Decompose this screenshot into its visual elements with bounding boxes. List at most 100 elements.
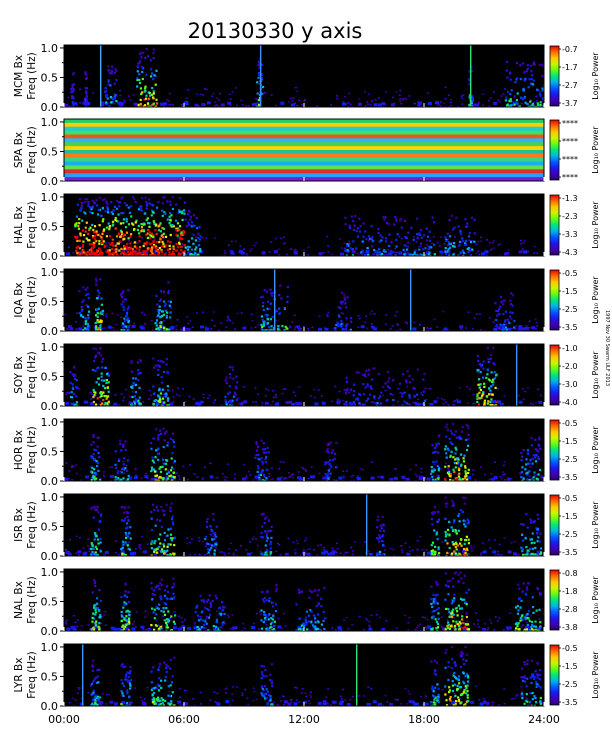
noise-pixel [525,621,528,624]
spectral-pixel [228,385,231,388]
spectral-pixel [167,543,170,546]
spectral-pixel [262,323,266,326]
spectral-pixel [367,397,370,400]
noise-pixel [493,247,495,249]
spectral-pixel [518,105,521,107]
spectral-pixel [494,329,497,331]
spectral-pixel [169,224,172,227]
spectral-pixel [86,325,89,329]
noise-pixel [263,612,265,615]
spectral-pixel [168,328,171,331]
spectral-pixel [118,458,121,461]
noise-pixel [528,628,531,630]
spectral-pixel [541,88,544,91]
spectral-pixel [110,72,113,75]
noise-pixel [216,97,219,99]
spectral-pixel [495,373,498,376]
spectral-pixel [140,209,143,212]
spectral-pixel [71,96,75,99]
noise-pixel [91,478,94,481]
spectral-pixel [212,544,215,547]
spectral-pixel [522,87,525,90]
spectral-pixel [77,254,80,256]
baseline-pixel [373,327,377,331]
noise-pixel [221,624,224,626]
spectral-pixel [395,218,398,221]
noise-pixel [375,614,378,616]
spectral-pixel [356,397,359,400]
noise-pixel [432,236,435,238]
spectral-pixel [138,404,141,406]
noise-pixel [342,312,345,315]
baseline-pixel [433,400,438,404]
spectral-pixel [75,215,78,218]
spectral-pixel [126,522,129,525]
spectral-pixel [268,554,271,556]
spectral-pixel [91,476,94,479]
spectral-pixel [98,383,101,386]
spectral-pixel [450,432,454,435]
spectral-pixel [141,196,144,200]
spectral-pixel [536,104,540,107]
spectral-pixel [525,463,528,466]
spectral-pixel [90,547,93,551]
spectral-pixel [88,239,91,242]
spectral-pixel [148,237,151,240]
spectral-pixel [487,400,490,403]
noise-pixel [400,237,403,240]
spectral-pixel [116,472,119,475]
spectral-pixel [150,248,153,251]
spectral-pixel [437,451,440,454]
spectral-pixel [119,229,122,232]
noise-pixel [493,91,495,93]
spectral-pixel [115,79,118,82]
spectral-pixel [452,502,455,505]
spectral-pixel [338,315,341,319]
noise-pixel [322,546,325,549]
noise-pixel [488,619,491,621]
noise-pixel [100,323,103,325]
spectral-pixel [138,246,141,249]
noise-pixel [223,479,226,481]
spectral-pixel [166,545,169,548]
y-tick-label: 0.5 [41,445,59,458]
noise-pixel [200,93,203,95]
spectral-pixel [124,467,127,470]
spectral-pixel [95,199,98,202]
spectral-pixel [265,314,269,317]
noise-pixel [498,617,501,619]
spectral-pixel [467,235,471,238]
spectral-pixel [437,519,440,522]
noise-pixel [237,397,239,400]
baseline-pixel [89,402,94,406]
spectral-pixel [340,322,343,325]
spectral-pixel [473,240,476,243]
noise-pixel [69,538,72,541]
spectral-pixel [401,392,404,395]
spectral-pixel [72,73,75,76]
spectral-pixel [346,249,349,252]
spectral-pixel [335,324,338,327]
noise-pixel [367,550,370,552]
spectral-pixel [444,477,447,480]
spectral-pixel [124,320,127,323]
noise-pixel [254,326,257,328]
noise-pixel [368,626,371,628]
spectral-pixel [71,87,74,90]
baseline-pixel [357,102,362,106]
spectral-pixel [100,394,103,397]
noise-pixel [277,248,280,250]
noise-pixel [361,403,364,405]
spectral-pixel [158,387,161,390]
spectral-pixel [382,215,385,219]
spectral-band [64,126,544,132]
spectral-pixel [285,327,288,330]
noise-pixel [479,329,482,331]
noise-pixel [473,317,476,319]
noise-pixel [373,313,376,315]
noise-pixel [104,242,107,244]
spectral-pixel [486,373,489,376]
spectral-pixel [120,296,123,299]
spectral-pixel [141,77,144,81]
noise-pixel [212,402,215,404]
